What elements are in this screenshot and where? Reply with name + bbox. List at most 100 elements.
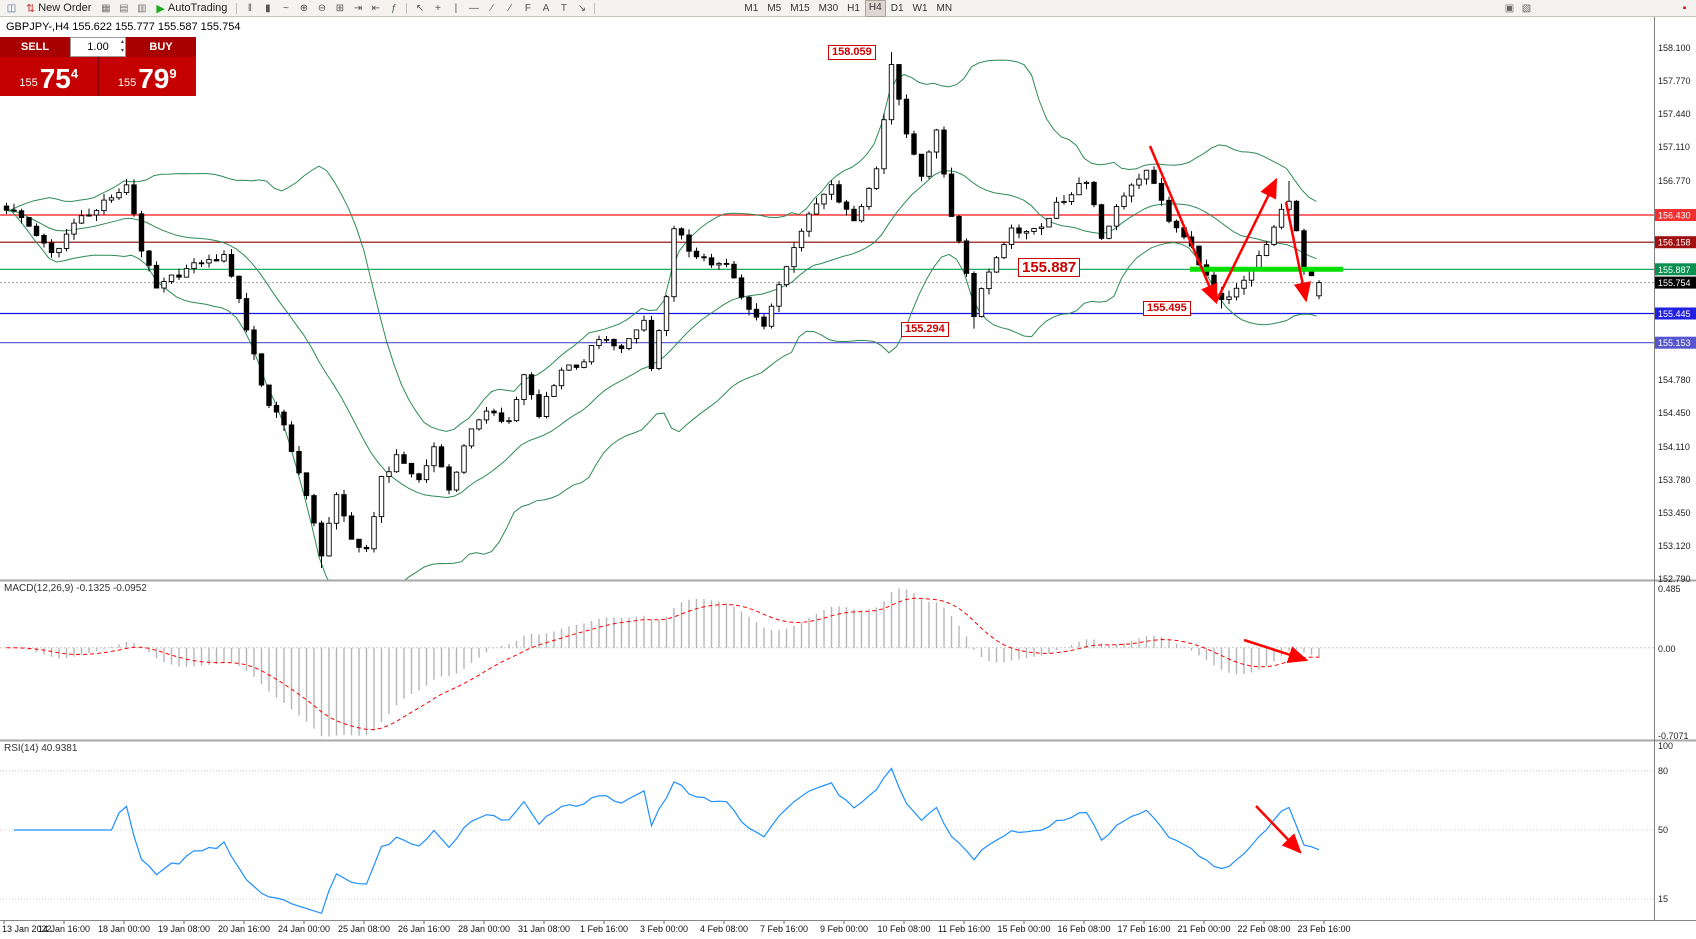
svg-text:153.450: 153.450 [1658, 508, 1691, 518]
timeframe-m30[interactable]: M30 [818, 2, 839, 14]
zoom-out-icon[interactable]: ⊖ [317, 2, 327, 14]
indicators-icon[interactable]: ƒ [391, 2, 397, 14]
svg-text:15: 15 [1658, 894, 1668, 904]
timeframe-mn[interactable]: MN [936, 2, 953, 14]
candlestick-chart-icon[interactable]: ▮ [265, 2, 271, 14]
line-chart-icon[interactable]: ~ [282, 2, 289, 14]
timeframe-d1[interactable]: D1 [890, 2, 904, 14]
svg-text:13 Jan 2022: 13 Jan 2022 [2, 924, 52, 934]
crosshair-icon[interactable]: + [434, 2, 441, 14]
bid-price[interactable]: 155 75 4 [0, 57, 98, 96]
trendline-icon[interactable]: ∕ [491, 2, 493, 14]
data-window-icon[interactable]: ▣ [1504, 2, 1515, 14]
tile-windows-icon[interactable]: ⊞ [335, 2, 345, 14]
svg-text:23 Feb 16:00: 23 Feb 16:00 [1297, 924, 1350, 934]
trade-panel-top-row: SELL 1.00 ▴ ▾ BUY [0, 37, 196, 57]
chart-shift-icon[interactable]: ⇤ [371, 2, 381, 14]
toolbar-right-group: ▣ ▧ [1501, 1, 1535, 16]
timeframe-m1[interactable]: M1 [744, 2, 759, 14]
price-label-annotation[interactable]: 155.887 [1018, 258, 1081, 277]
templates-icon[interactable]: ▤ [119, 2, 129, 14]
svg-text:-0.7071: -0.7071 [1658, 731, 1689, 741]
svg-text:155.153: 155.153 [1658, 338, 1691, 348]
new-order-icon: ⇅ [26, 2, 36, 15]
new-order-button[interactable]: ⇅ New Order [21, 1, 96, 16]
sell-button[interactable]: SELL [0, 37, 70, 57]
svg-text:26 Jan 16:00: 26 Jan 16:00 [398, 924, 450, 934]
svg-text:157.110: 157.110 [1658, 142, 1690, 152]
svg-text:7 Feb 16:00: 7 Feb 16:00 [760, 924, 808, 934]
text-icon[interactable]: A [542, 2, 550, 14]
svg-text:16 Feb 08:00: 16 Feb 08:00 [1057, 924, 1110, 934]
svg-text:18 Jan 00:00: 18 Jan 00:00 [98, 924, 150, 934]
price-label-annotation[interactable]: 155.294 [901, 322, 949, 337]
timeframe-m15[interactable]: M15 [790, 2, 810, 14]
volume-input[interactable]: 1.00 ▴ ▾ [70, 37, 126, 57]
price-divider [97, 57, 99, 96]
vertical-line-icon[interactable]: | [454, 2, 458, 14]
volume-increase-button[interactable]: ▴ [120, 39, 124, 45]
svg-text:15 Feb 00:00: 15 Feb 00:00 [997, 924, 1050, 934]
svg-text:25 Jan 08:00: 25 Jan 08:00 [338, 924, 390, 934]
zoom-in-icon[interactable]: ⊕ [299, 2, 309, 14]
timeframe-m5[interactable]: M5 [767, 2, 782, 14]
autotrading-button[interactable]: ▶ AutoTrading [151, 1, 232, 16]
svg-text:155.445: 155.445 [1658, 309, 1691, 319]
arrow-tool-icon[interactable]: ↘ [577, 2, 587, 14]
svg-text:4 Feb 08:00: 4 Feb 08:00 [700, 924, 748, 934]
price-label-annotation[interactable]: 158.059 [828, 45, 876, 60]
svg-text:154.780: 154.780 [1658, 375, 1691, 385]
svg-text:100: 100 [1658, 741, 1673, 751]
fibonacci-icon[interactable]: F [524, 2, 531, 14]
macd-histogram [0, 588, 1654, 737]
level-price-badge: 155.445 [1655, 307, 1696, 320]
bid-pip-digit: 4 [70, 66, 79, 81]
chart-window-icon[interactable]: ◫ [6, 2, 17, 14]
svg-text:154.110: 154.110 [1658, 442, 1690, 452]
toolbar-separator [236, 2, 238, 14]
price-label-annotation[interactable]: 155.495 [1143, 301, 1191, 316]
svg-text:156.770: 156.770 [1658, 176, 1691, 186]
svg-text:155.754: 155.754 [1658, 278, 1691, 288]
ask-price[interactable]: 155 79 9 [99, 57, 197, 96]
alert-icon[interactable]: ▪ [1682, 2, 1687, 14]
ask-prefix: 155 [117, 77, 137, 89]
timeframe-h1[interactable]: H1 [847, 2, 860, 14]
autotrading-label: AutoTrading [167, 2, 228, 14]
trade-panel-price-row: 155 75 4 155 79 9 [0, 57, 196, 96]
charts-grid-icon[interactable]: ▦ [101, 2, 111, 14]
buy-button[interactable]: BUY [126, 37, 196, 57]
svg-text:28 Jan 00:00: 28 Jan 00:00 [458, 924, 510, 934]
bar-chart-icon[interactable]: ‖ [247, 2, 252, 14]
timeframe-w1[interactable]: W1 [912, 2, 928, 14]
bid-big-digits: 75 [39, 63, 71, 94]
svg-text:20 Jan 16:00: 20 Jan 16:00 [218, 924, 270, 934]
macd-axis: 0.485 0.00 -0.7071 [1658, 584, 1689, 741]
level-price-badge: 156.158 [1655, 236, 1696, 249]
ask-pip-digit: 9 [169, 66, 177, 81]
cursor-icon[interactable]: ↖ [415, 2, 425, 14]
macd-indicator-label: MACD(12,26,9) -0.1325 -0.0952 [4, 583, 147, 594]
horizontal-line-icon[interactable]: ― [468, 2, 479, 14]
svg-text:3 Feb 00:00: 3 Feb 00:00 [640, 924, 688, 934]
auto-scroll-icon[interactable]: ⇥ [353, 2, 363, 14]
channel-icon[interactable]: ⁄ [509, 2, 511, 14]
toolbar-separator [406, 2, 408, 14]
macd-signal-line [6, 597, 1320, 731]
volume-stepper: ▴ ▾ [121, 38, 124, 56]
toolbar-separator [594, 2, 596, 14]
svg-text:22 Feb 08:00: 22 Feb 08:00 [1237, 924, 1290, 934]
ask-big-digits: 79 [138, 63, 170, 94]
strategy-tester-icon[interactable]: ▧ [1521, 2, 1532, 14]
svg-text:152.790: 152.790 [1658, 574, 1691, 584]
label-icon[interactable]: T [560, 2, 567, 14]
profiles-icon[interactable]: ▥ [137, 2, 147, 14]
svg-text:19 Jan 08:00: 19 Jan 08:00 [158, 924, 210, 934]
chart-symbol-ohlc: GBPJPY-,H4 155.622 155.777 155.587 155.7… [6, 21, 241, 33]
svg-text:80: 80 [1658, 766, 1668, 776]
svg-text:50: 50 [1658, 825, 1668, 835]
timeframe-h4[interactable]: H4 [864, 0, 886, 17]
volume-decrease-button[interactable]: ▾ [120, 48, 124, 54]
